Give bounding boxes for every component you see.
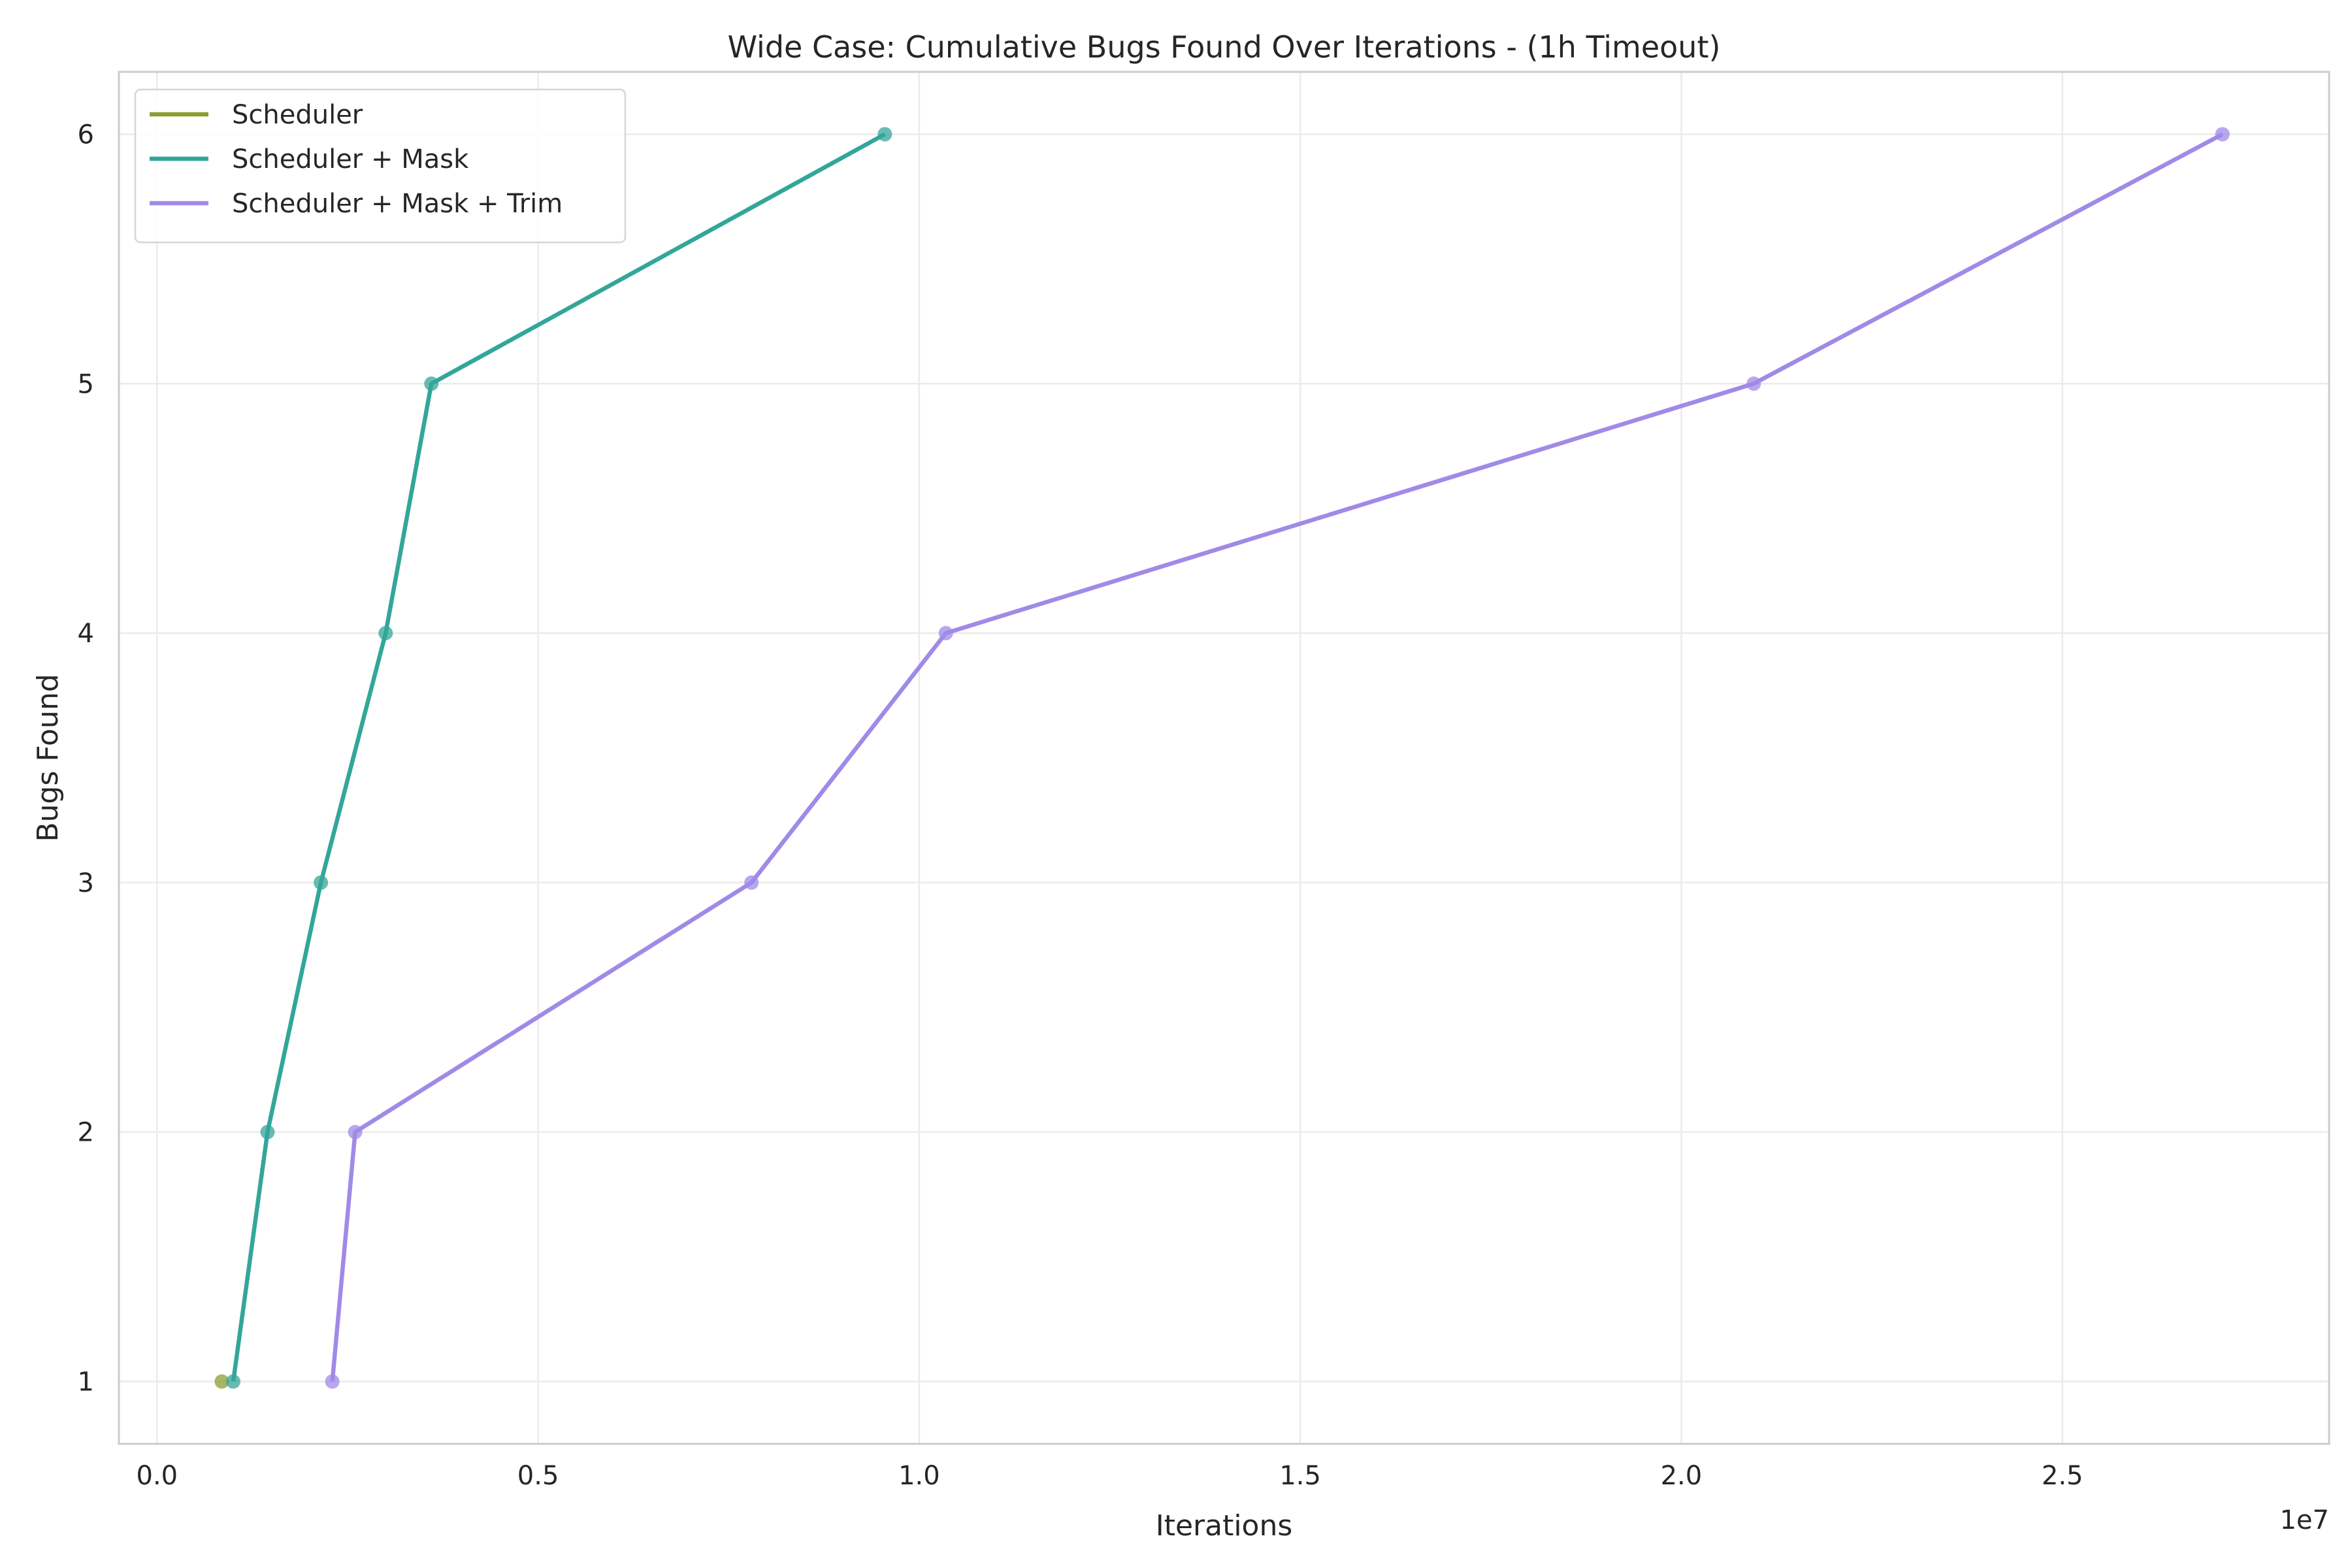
x-tick-label: 2.0 (1661, 1461, 1703, 1491)
series-layer (214, 127, 2230, 1389)
series-line (231, 132, 886, 1382)
plot-frame (118, 71, 2330, 1445)
x-axis-label: Iterations (1156, 1509, 1293, 1543)
data-point (225, 1374, 240, 1389)
data-point (877, 127, 892, 142)
x-tick-label: 1.5 (1279, 1461, 1321, 1491)
data-point (424, 376, 439, 391)
data-point (744, 875, 759, 890)
grid (119, 72, 2329, 1444)
data-point (378, 626, 393, 641)
data-point (348, 1124, 363, 1139)
y-tick-label: 4 (78, 619, 94, 649)
y-axis-label: Bugs Found (31, 674, 65, 841)
legend-label: Scheduler (232, 100, 363, 130)
y-tick-label: 5 (78, 369, 94, 399)
y-tick-label: 2 (78, 1118, 94, 1148)
data-point (314, 875, 329, 890)
y-tick-label: 6 (78, 120, 94, 150)
legend-item: Scheduler + Mask + Trim (150, 189, 563, 219)
series-line (330, 132, 2224, 1382)
series-2 (225, 127, 892, 1389)
x-axis-offset-label: 1e7 (2279, 1505, 2329, 1535)
x-tick-label: 2.5 (2042, 1461, 2083, 1491)
x-tick-label: 0.0 (137, 1461, 178, 1491)
ticks: 0.0 0.5 1.0 1.5 2.0 2.5 1 2 3 4 5 6 (78, 120, 2083, 1491)
legend-item: Scheduler (150, 100, 363, 130)
data-point (260, 1124, 275, 1139)
data-point (1746, 376, 1761, 391)
x-tick-label: 0.5 (517, 1461, 559, 1491)
chart-title: Wide Case: Cumulative Bugs Found Over It… (728, 29, 1721, 65)
data-point (938, 626, 953, 641)
legend-item: Scheduler + Mask (150, 144, 469, 174)
data-point (214, 1374, 229, 1389)
legend: Scheduler Scheduler + Mask Scheduler + Mas… (134, 88, 627, 244)
data-point (2215, 127, 2230, 142)
legend-label: Scheduler + Mask + Trim (232, 189, 563, 219)
y-tick-label: 3 (78, 868, 94, 898)
series-3 (325, 127, 2230, 1389)
data-point (325, 1374, 340, 1389)
legend-box (134, 88, 627, 244)
y-tick-label: 1 (78, 1367, 94, 1397)
series-1 (214, 1374, 229, 1389)
x-tick-label: 1.0 (898, 1461, 940, 1491)
legend-label: Scheduler + Mask (232, 144, 469, 174)
